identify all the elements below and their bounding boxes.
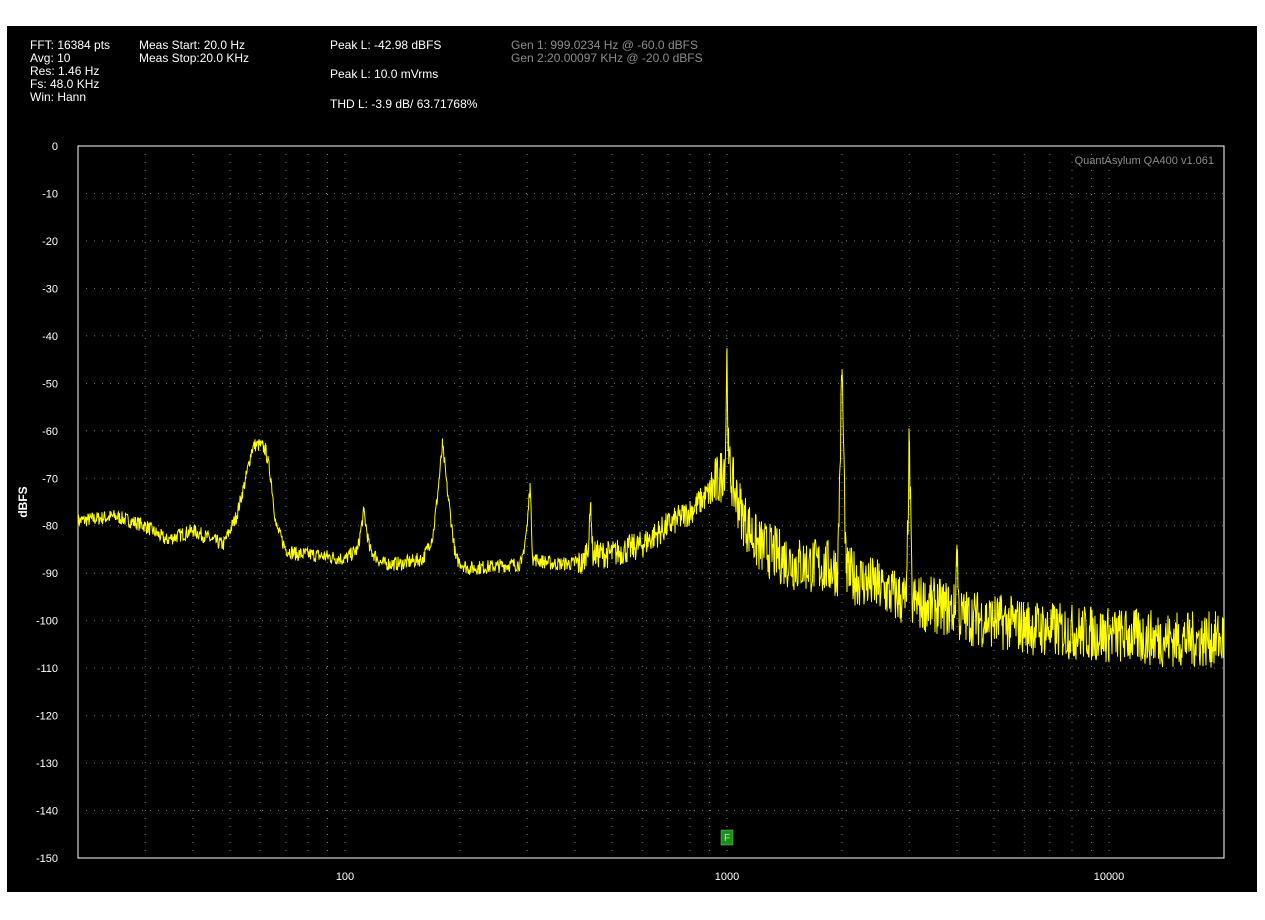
meas-stop-text: Meas Stop:20.0 KHz	[139, 51, 250, 65]
plot-area[interactable]	[77, 145, 1225, 859]
generator-1-text: Gen 1: 999.0234 Hz @ -60.0 dBFS	[511, 38, 698, 52]
x-tick-label: 100	[336, 871, 354, 883]
y-axis-ticks: 0 -10 -20 -30 -40 -50 -60 -70 -80 -90 -100 -110 -120…	[36, 141, 58, 865]
y-tick-label: -30	[42, 283, 58, 295]
thd-text: THD L: -3.9 dB/ 63.71768%	[330, 97, 478, 111]
marker-label: F	[724, 833, 730, 844]
generator-2-text: Gen 2:20.00097 KHz @ -20.0 dBFS	[511, 51, 703, 65]
fft-points-text: FFT: 16384 pts	[30, 38, 111, 52]
y-tick-label: -110	[37, 663, 58, 675]
measurement-range-readout: Meas Start: 20.0 Hz Meas Stop:20.0 KHz	[139, 39, 249, 65]
y-tick-label: -20	[42, 236, 58, 248]
y-tick-label: -40	[42, 331, 58, 343]
fft-plot[interactable]: 0 -10 -20 -30 -40 -50 -60 -70 -80 -90 -100 -110 -120…	[7, 26, 1257, 892]
analyzer-window: FFT: 16384 pts Avg: 10 Res: 1.46 Hz Fs: …	[7, 26, 1257, 892]
peak-voltage-text: Peak L: 10.0 mVrms	[330, 67, 439, 81]
x-axis-ticks: 100 1000 10000	[336, 871, 1124, 883]
x-tick-label: 1000	[715, 871, 739, 883]
generator-readout: Gen 1: 999.0234 Hz @ -60.0 dBFS Gen 2:20…	[511, 39, 703, 65]
y-tick-label: -10	[42, 188, 58, 200]
y-tick-label: -100	[36, 616, 58, 628]
peak-db-text: Peak L: -42.98 dBFS	[330, 38, 442, 52]
frequency-marker[interactable]: F	[720, 829, 734, 846]
y-tick-label: 0	[52, 141, 58, 153]
fft-settings-readout: FFT: 16384 pts Avg: 10 Res: 1.46 Hz Fs: …	[30, 39, 110, 104]
y-tick-label: -150	[36, 853, 58, 865]
y-tick-label: -80	[42, 521, 58, 533]
y-tick-label: -140	[36, 806, 58, 818]
resolution-text: Res: 1.46 Hz	[30, 64, 100, 78]
y-tick-label: -60	[42, 426, 58, 438]
averages-text: Avg: 10	[30, 51, 71, 65]
y-tick-label: -130	[36, 758, 58, 770]
y-tick-label: -70	[42, 473, 58, 485]
meas-start-text: Meas Start: 20.0 Hz	[139, 38, 246, 52]
spectrum-trace	[77, 348, 1225, 668]
x-tick-label: 10000	[1094, 871, 1125, 883]
sample-rate-text: Fs: 48.0 KHz	[30, 77, 100, 91]
y-axis-title: dBFS	[16, 486, 30, 517]
window-type-text: Win: Hann	[30, 90, 87, 104]
y-tick-label: -50	[42, 378, 58, 390]
marker-box[interactable]	[720, 829, 734, 846]
version-watermark: QuantAsylum QA400 v1.061	[1075, 155, 1214, 167]
y-tick-label: -90	[42, 568, 58, 580]
y-tick-label: -120	[36, 711, 58, 723]
